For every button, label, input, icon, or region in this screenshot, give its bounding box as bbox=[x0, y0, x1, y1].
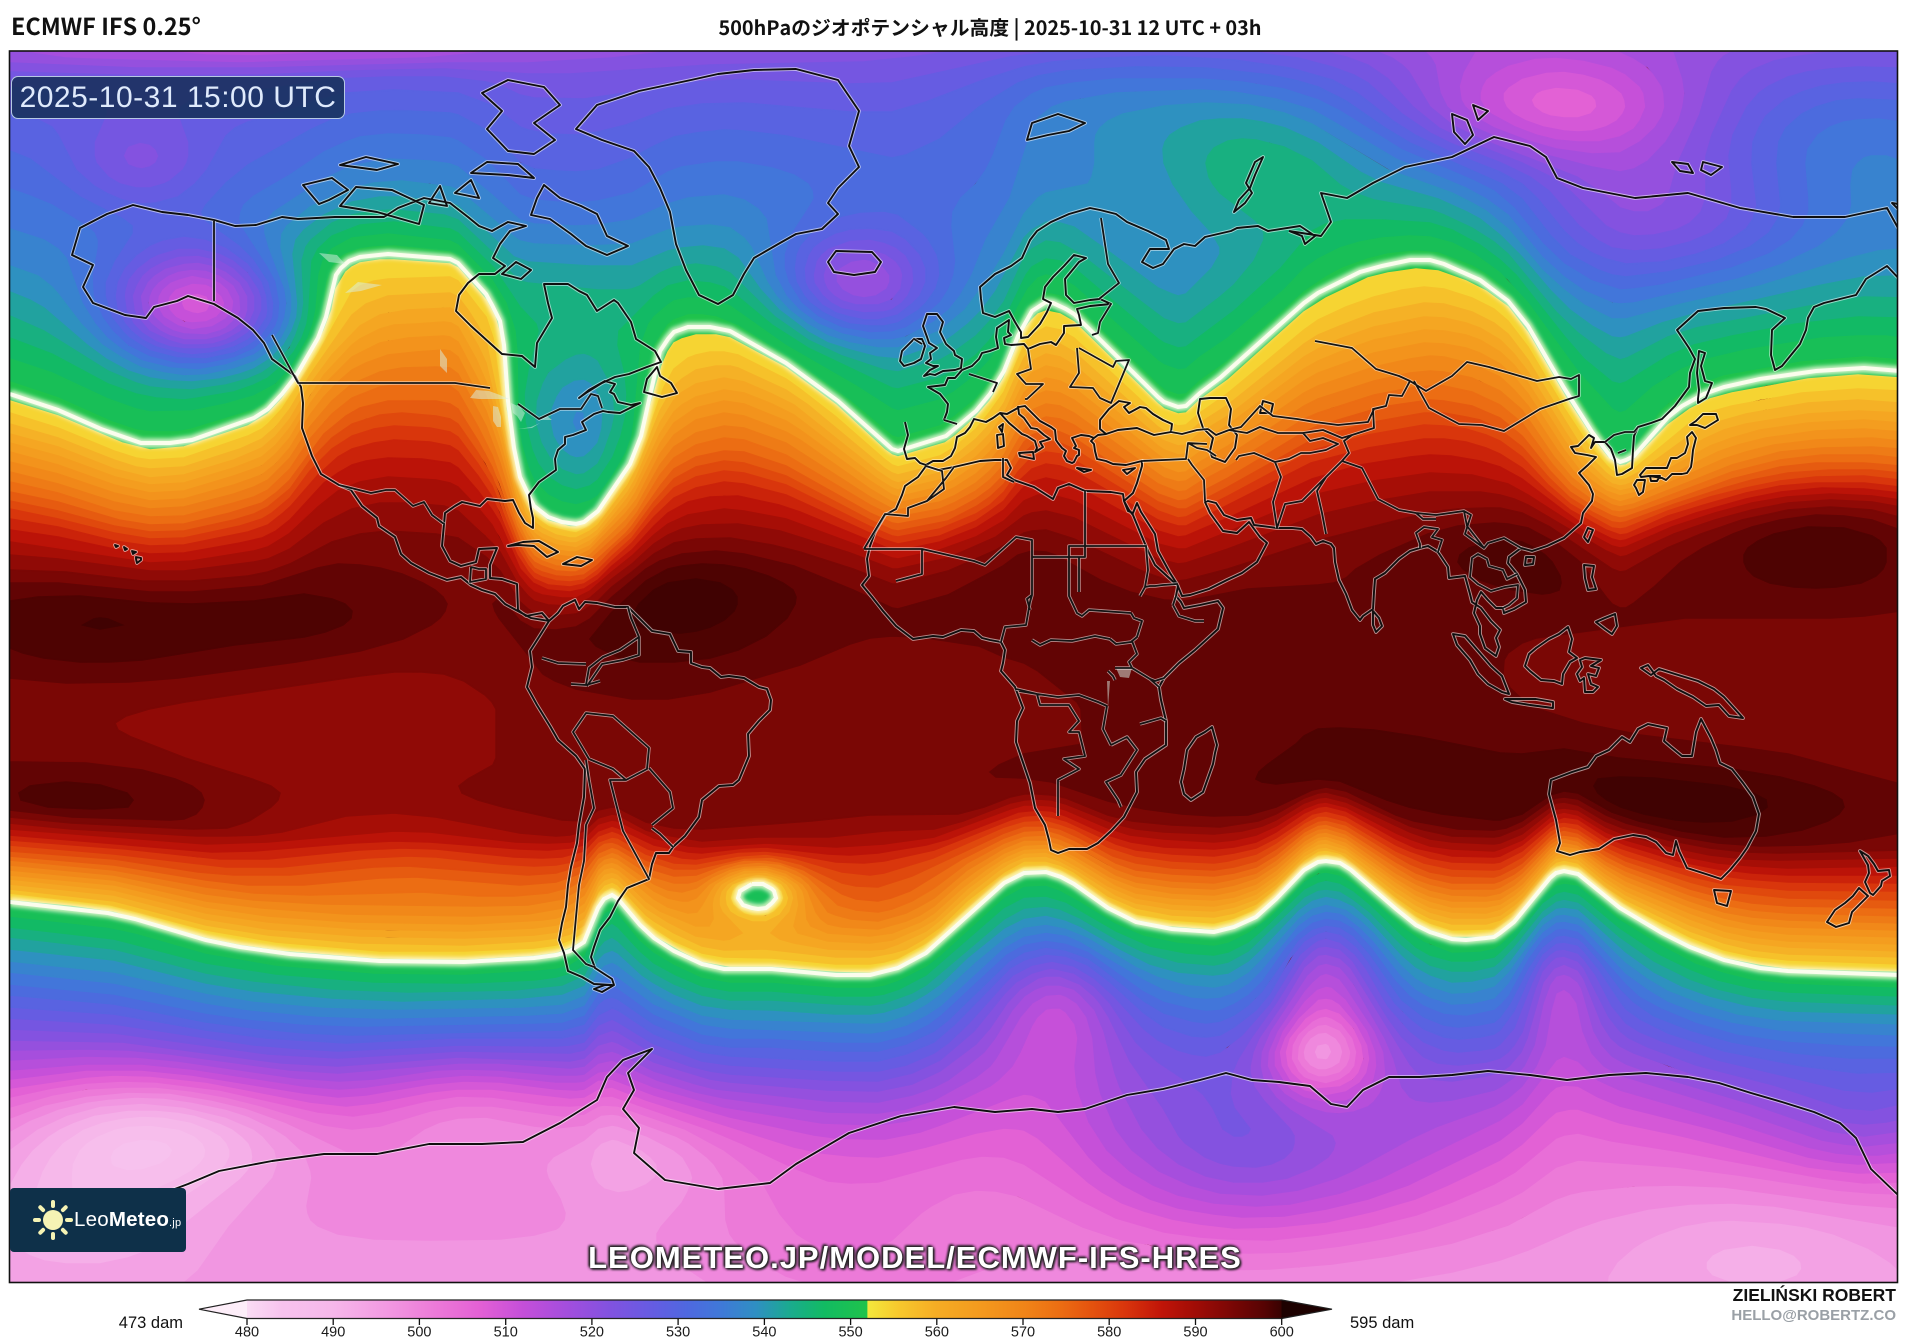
svg-text:480: 480 bbox=[235, 1325, 259, 1339]
svg-text:490: 490 bbox=[321, 1325, 345, 1339]
svg-text:500: 500 bbox=[407, 1325, 431, 1339]
svg-text:550: 550 bbox=[838, 1325, 862, 1339]
svg-text:580: 580 bbox=[1097, 1325, 1121, 1339]
svg-text:600: 600 bbox=[1270, 1325, 1294, 1339]
svg-text:590: 590 bbox=[1183, 1325, 1207, 1339]
svg-text:473 dam: 473 dam bbox=[119, 1314, 183, 1332]
svg-text:570: 570 bbox=[1011, 1325, 1035, 1339]
svg-text:520: 520 bbox=[580, 1325, 604, 1339]
svg-text:530: 530 bbox=[666, 1325, 690, 1339]
svg-text:595 dam: 595 dam bbox=[1350, 1314, 1414, 1332]
svg-text:510: 510 bbox=[494, 1325, 518, 1339]
svg-text:540: 540 bbox=[752, 1325, 776, 1339]
svg-text:560: 560 bbox=[925, 1325, 949, 1339]
